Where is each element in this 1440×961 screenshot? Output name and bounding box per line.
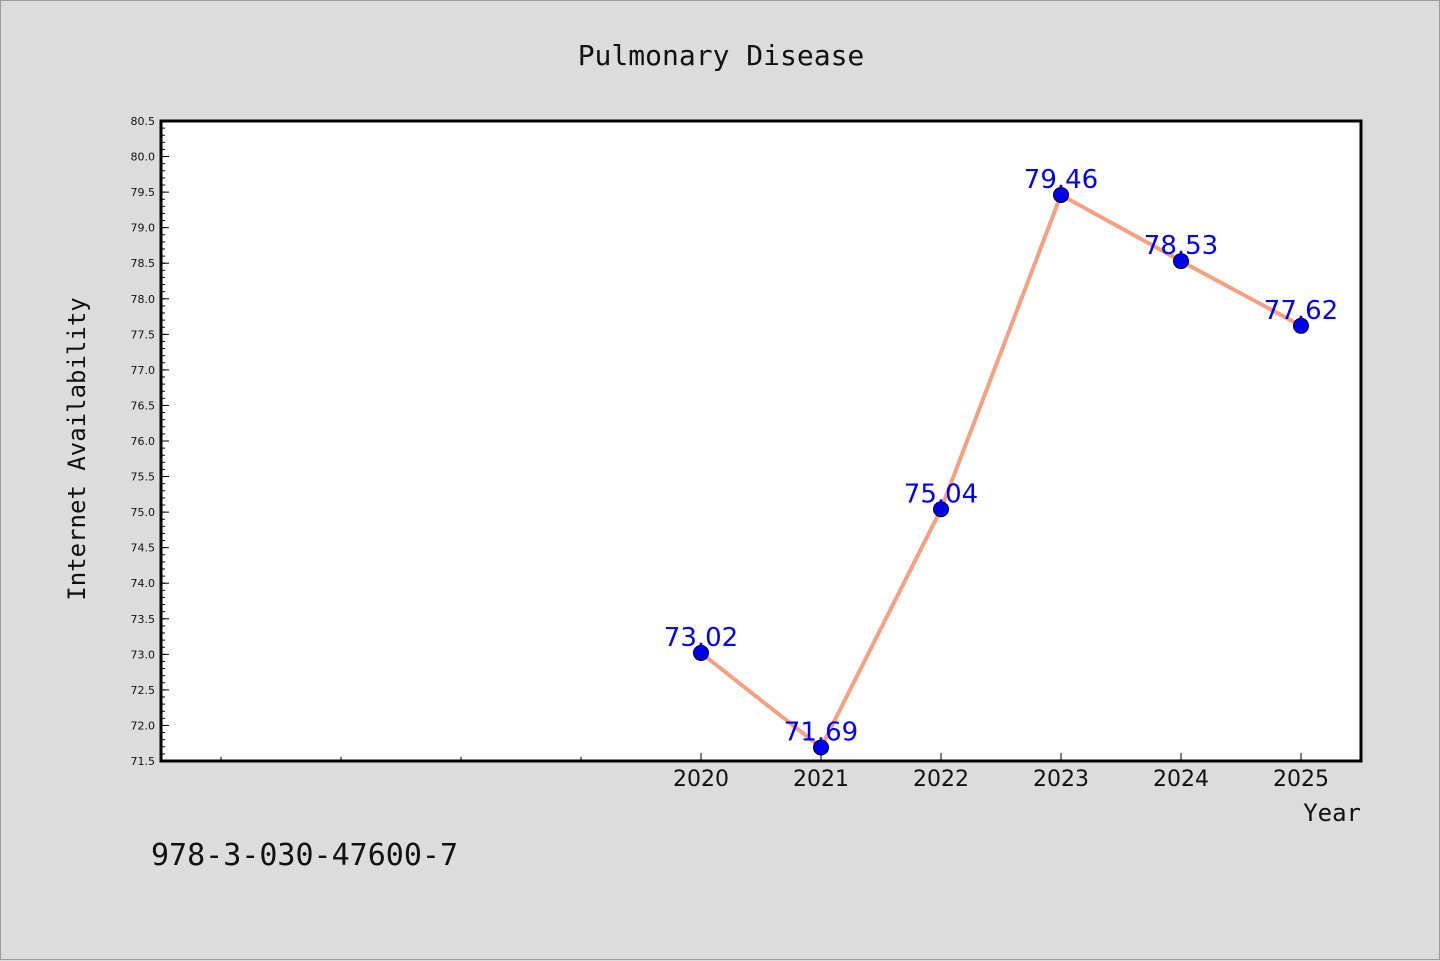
plot-area — [159, 119, 1363, 763]
data-point — [1173, 253, 1189, 270]
x-tick-label: 2020 — [673, 767, 729, 792]
x-tick-label: 2024 — [1153, 767, 1209, 792]
y-tick-label: 74.0 — [131, 577, 156, 590]
y-tick-label: 72.0 — [131, 719, 156, 732]
y-tick-label: 80.0 — [131, 151, 156, 164]
y-tick-label: 74.5 — [131, 542, 156, 555]
x-tick-label: 2021 — [793, 767, 849, 792]
y-tick-label: 76.0 — [131, 435, 156, 448]
y-tick-label: 79.5 — [131, 186, 156, 199]
data-label: 77.62 — [1264, 296, 1338, 326]
data-label: 71.69 — [784, 717, 858, 747]
y-tick-label: 73.0 — [131, 648, 156, 661]
x-tick-label: 2023 — [1033, 767, 1089, 792]
y-tick-label: 71.5 — [131, 755, 156, 768]
series-line — [699, 192, 1302, 750]
x-axis-label: Year — [1303, 799, 1361, 827]
y-tick-label: 72.5 — [131, 684, 156, 697]
y-tick-label: 73.5 — [131, 613, 156, 626]
footer-isbn: 978-3-030-47600-7 — [151, 838, 458, 873]
x-axis-ticks: 2020 2021 2022 2023 2024 2025 — [673, 753, 1329, 792]
y-tick-label: 75.5 — [131, 471, 156, 484]
y-axis-label: Internet Availability — [63, 297, 91, 600]
y-tick-label: 77.5 — [131, 328, 156, 341]
series-markers — [693, 186, 1309, 756]
data-label: 79.46 — [1024, 165, 1098, 195]
y-tick-label: 80.5 — [131, 115, 156, 128]
x-tick-label: 2022 — [913, 767, 969, 792]
data-label: 78.53 — [1144, 231, 1218, 261]
data-label: 73.02 — [664, 623, 738, 653]
y-tick-label: 77.0 — [131, 364, 156, 377]
y-tick-label: 79.0 — [131, 222, 156, 235]
chart-title: Pulmonary Disease — [578, 39, 865, 72]
y-axis-ticks: 71.5 72.0 72.5 73.0 73.5 74.0 74.5 75.0 75.5 76.0… — [131, 115, 169, 768]
data-point — [693, 644, 709, 661]
data-point — [933, 501, 949, 518]
y-tick-label: 76.5 — [131, 399, 156, 412]
data-labels: 73.02 71.69 75.04 79.46 78.53 77.62 — [664, 165, 1338, 748]
y-tick-label: 75.0 — [131, 506, 156, 519]
data-point — [813, 739, 829, 756]
data-label: 75.04 — [904, 479, 978, 509]
data-point — [1053, 186, 1069, 203]
y-tick-label: 78.0 — [131, 293, 156, 306]
x-tick-label: 2025 — [1273, 767, 1329, 792]
data-point — [1293, 317, 1309, 334]
x-minor-ticks — [220, 757, 582, 761]
y-tick-label: 78.5 — [131, 257, 156, 270]
